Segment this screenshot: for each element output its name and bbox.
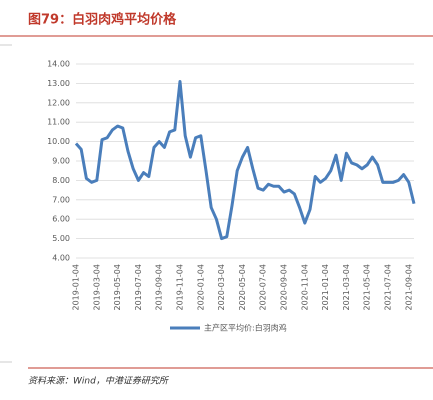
x-tick-label: 2020-05-04 [238, 264, 247, 311]
chart-title: 图79：白羽肉鸡平均价格 [28, 12, 177, 28]
legend-label: 主产区平均价:白羽肉鸡 [204, 323, 287, 333]
y-tick-label: 7.00 [52, 195, 70, 204]
y-tick-label: 11.00 [47, 118, 70, 127]
x-tick-label: 2020-09-04 [280, 264, 289, 311]
x-tick-label: 2020-07-04 [259, 264, 268, 311]
y-tick-label: 6.00 [52, 215, 70, 224]
x-tick-label: 2020-01-04 [196, 264, 205, 311]
x-tick-label: 2020-03-04 [217, 264, 226, 311]
y-tick-label: 9.00 [52, 157, 70, 166]
x-tick-label: 2021-09-04 [404, 264, 413, 311]
x-tick-label: 2019-11-04 [176, 264, 185, 311]
y-tick-label: 14.00 [47, 60, 70, 69]
y-tick-label: 12.00 [47, 98, 70, 107]
source: 资料来源：Wind，中港证券研究所 [28, 376, 170, 387]
x-tick-label: 2019-09-04 [155, 264, 164, 311]
x-tick-label: 2019-05-04 [113, 264, 122, 311]
y-tick-label: 4.00 [52, 254, 70, 263]
line [74, 79, 416, 241]
x-tick-label: 2021-01-04 [321, 264, 330, 311]
y-tick-label: 8.00 [52, 176, 70, 185]
x-tick-label: 2021-05-04 [363, 264, 372, 311]
x-tick-label: 2019-03-04 [92, 264, 101, 311]
x-tick-label: 2020-11-04 [300, 264, 309, 311]
x-tick-label: 2021-07-04 [384, 264, 393, 311]
x-tick-label: 2019-07-04 [134, 264, 143, 311]
x-tick-label: 2019-01-04 [72, 264, 81, 311]
x-tick-label: 2021-03-04 [342, 264, 351, 311]
y-tick-label: 5.00 [52, 234, 70, 243]
y-tick-label: 13.00 [47, 79, 70, 88]
y-tick-label: 10.00 [47, 137, 70, 146]
